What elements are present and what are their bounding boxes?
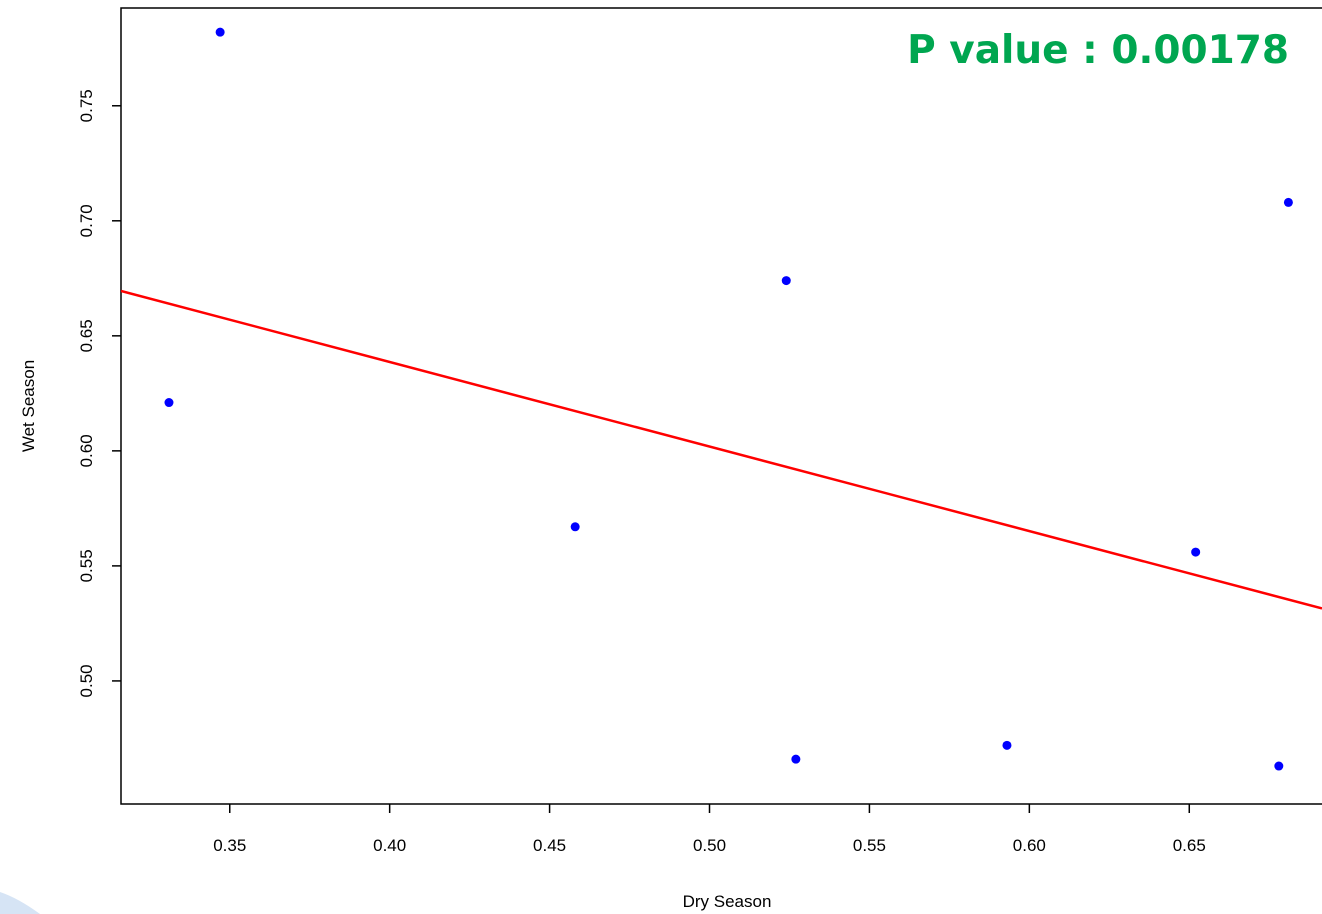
x-tick-label: 0.50	[693, 836, 726, 855]
x-tick-label: 0.65	[1173, 836, 1206, 855]
x-axis: 0.35 0.40 0.45 0.50 0.55 0.60 0.65	[213, 804, 1206, 855]
y-axis-title: Wet Season	[19, 360, 38, 452]
y-axis: 0.50 0.55 0.60 0.65 0.70 0.75	[77, 89, 121, 697]
data-point	[164, 398, 174, 408]
corner-decoration	[0, 892, 40, 914]
x-axis-title: Dry Season	[683, 892, 772, 911]
x-tick-label: 0.60	[1013, 836, 1046, 855]
y-tick-label: 0.75	[77, 89, 96, 122]
p-value-annotation: P value : 0.00178	[907, 28, 1289, 73]
regression-line	[121, 289, 1322, 610]
data-point	[215, 27, 225, 37]
data-point	[1002, 740, 1012, 750]
y-tick-label: 0.50	[77, 664, 96, 697]
y-tick-label: 0.65	[77, 319, 96, 352]
data-points	[164, 27, 1293, 771]
y-tick-label: 0.70	[77, 204, 96, 237]
y-tick-label: 0.60	[77, 434, 96, 467]
plot-frame	[120, 7, 1322, 805]
data-point	[1274, 761, 1284, 771]
data-point	[1191, 547, 1201, 557]
x-tick-label: 0.55	[853, 836, 886, 855]
y-tick-label: 0.55	[77, 549, 96, 582]
data-point	[791, 754, 801, 764]
data-point	[781, 276, 791, 286]
data-point	[1283, 197, 1293, 207]
x-tick-label: 0.45	[533, 836, 566, 855]
x-tick-label: 0.35	[213, 836, 246, 855]
x-tick-label: 0.40	[373, 836, 406, 855]
data-point	[570, 522, 580, 532]
